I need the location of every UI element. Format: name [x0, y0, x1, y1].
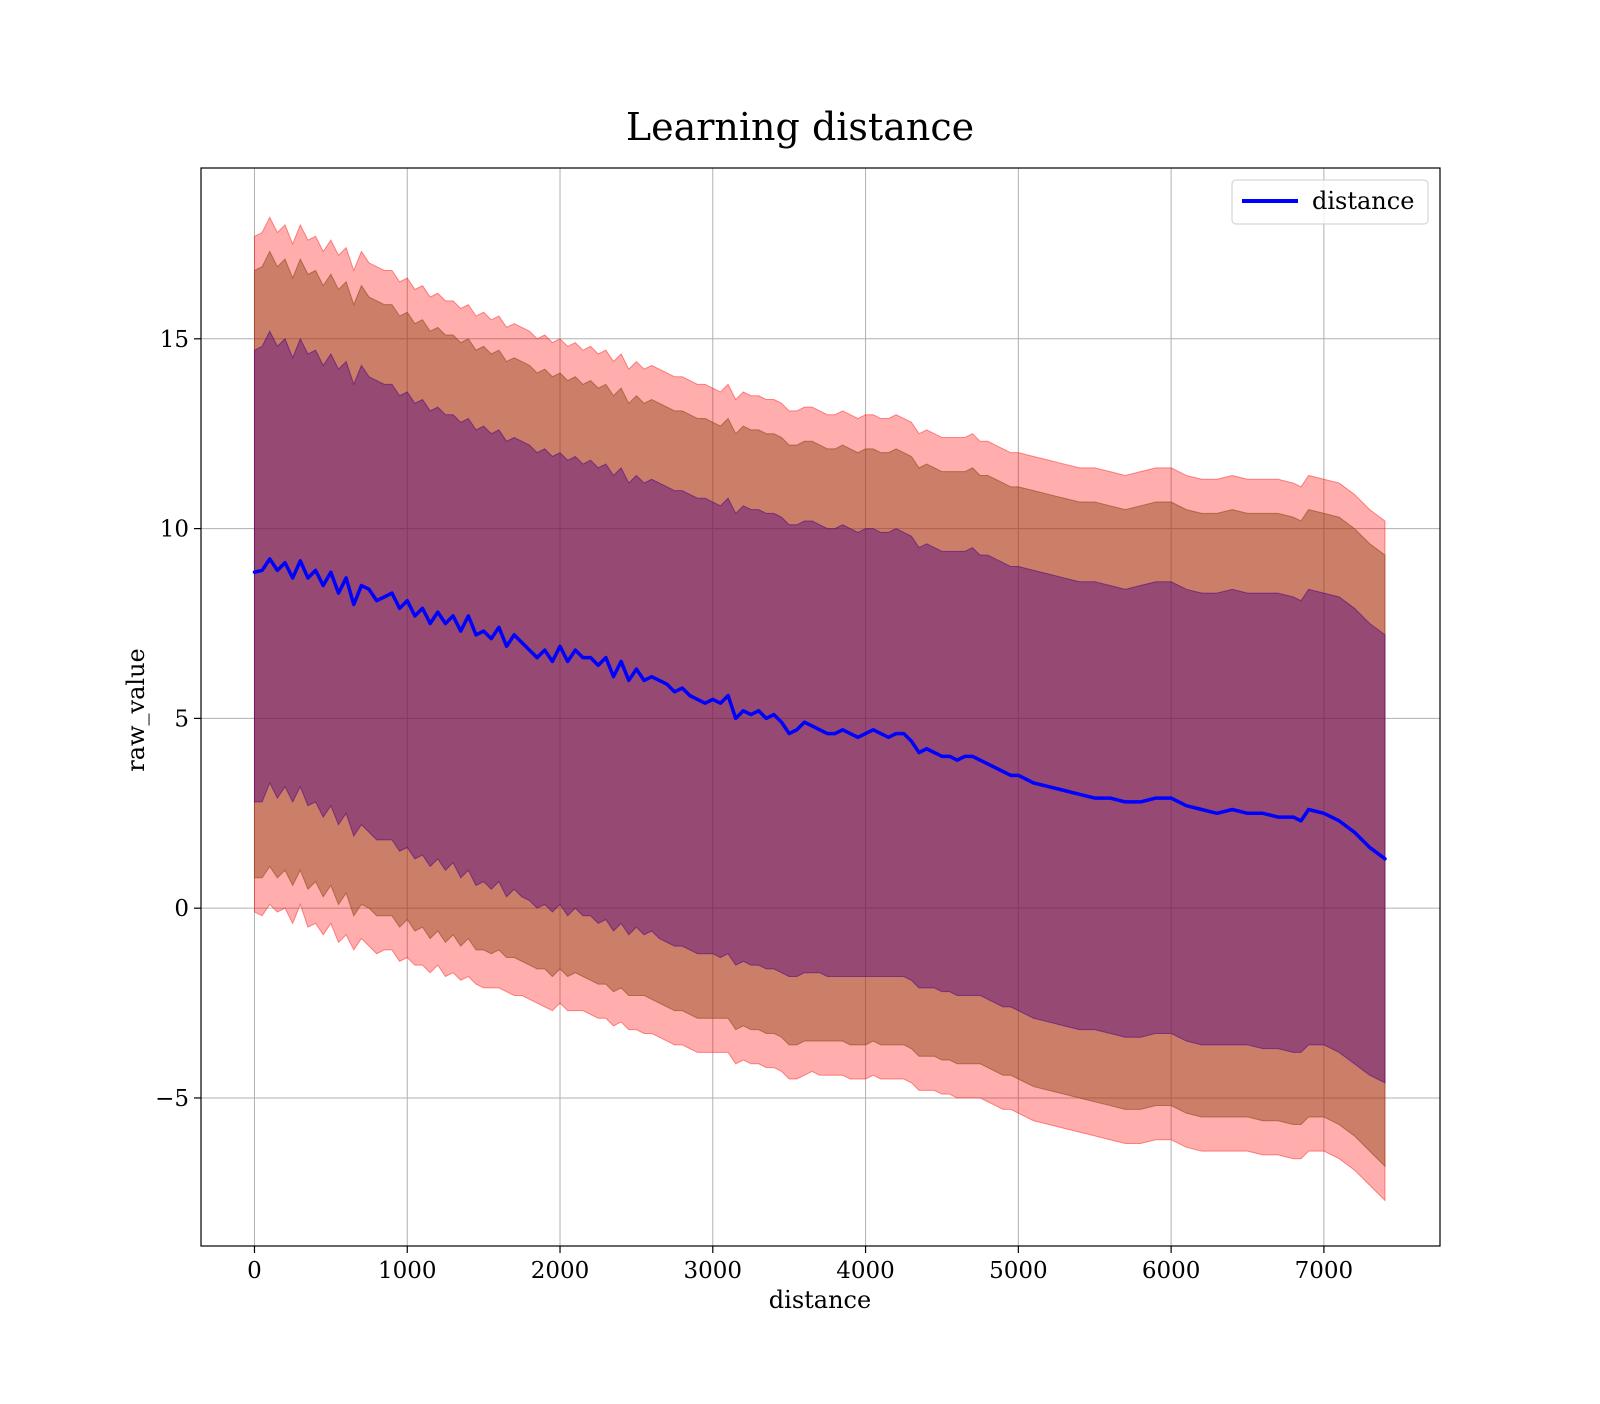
plot-frame [200, 167, 1441, 1247]
legend-box [1231, 179, 1429, 225]
x-tick-label-4: 4000 [836, 1258, 895, 1284]
x-tick-label-5: 5000 [989, 1258, 1048, 1284]
y-tick-label-2: 5 [174, 706, 189, 732]
y-tick-label-1: 0 [174, 896, 189, 922]
x-tick-label-3: 3000 [684, 1258, 743, 1284]
x-tick-label-2: 2000 [531, 1258, 590, 1284]
y-axis-ticks: −5 0 5 10 15 [155, 327, 201, 1112]
series-lines [252, 557, 1387, 861]
band-3-sigma [253, 216, 1386, 1202]
x-tick-label-7: 7000 [1295, 1258, 1354, 1284]
x-tick-label-6: 6000 [1142, 1258, 1201, 1284]
x-axis-label: distance [769, 1286, 871, 1314]
y-tick-label-4: 15 [160, 327, 189, 353]
y-tick-label-3: 10 [160, 517, 189, 543]
band-2-sigma [253, 250, 1386, 1168]
grid [201, 168, 1440, 1246]
y-tick-label-0: −5 [155, 1086, 189, 1112]
x-tick-label-0: 0 [247, 1258, 262, 1284]
chart-title: Learning distance [626, 105, 974, 149]
confidence-bands [253, 216, 1386, 1202]
x-axis-ticks: 0 1000 2000 3000 4000 5000 6000 7000 [247, 1246, 1353, 1284]
legend-label-distance: distance [1312, 187, 1414, 215]
series-line-distance [252, 557, 1387, 861]
legend: distance [1231, 179, 1429, 225]
y-axis-label: raw_value [122, 648, 150, 772]
x-tick-label-1: 1000 [378, 1258, 437, 1284]
band-1-sigma [253, 330, 1386, 1084]
